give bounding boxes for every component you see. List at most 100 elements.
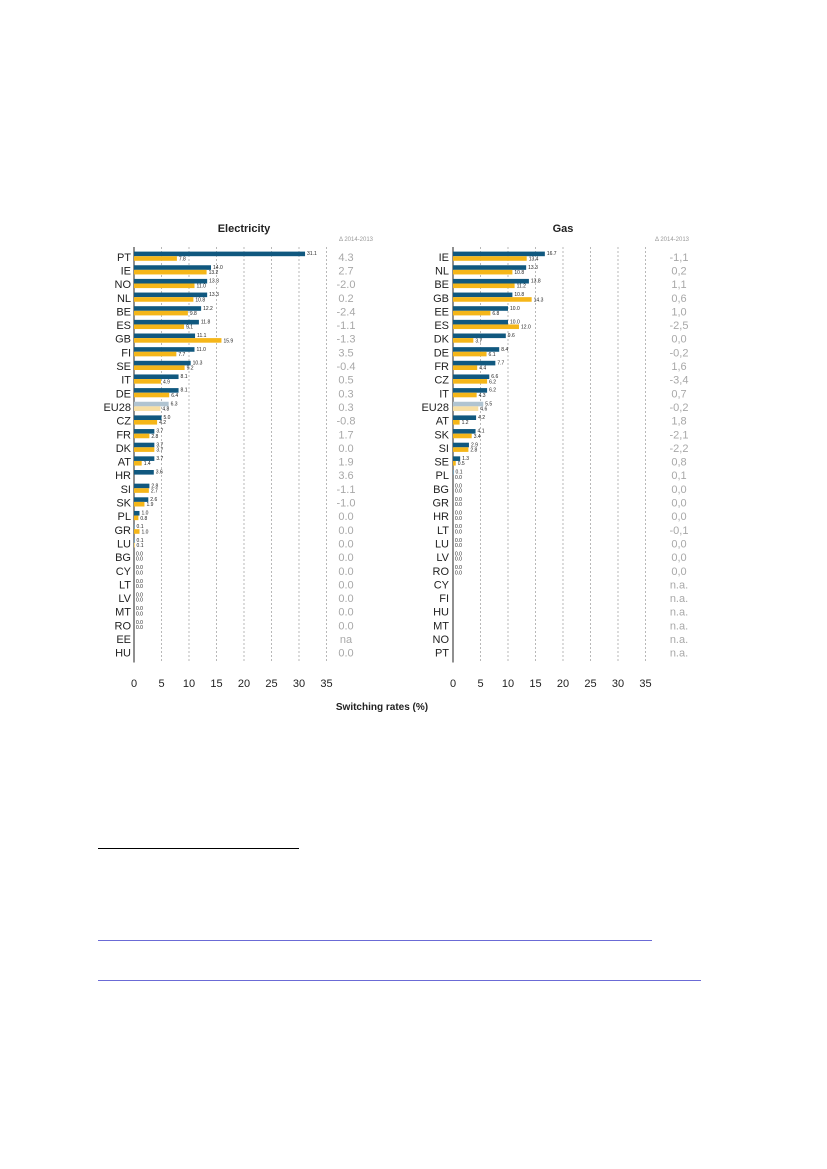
gas-x-tick-label: 10 bbox=[502, 678, 514, 690]
gas-delta-value: -3,4 bbox=[670, 375, 689, 387]
gas-data-label-2014: 10.8 bbox=[514, 292, 524, 298]
gas-country-label: EU28 bbox=[421, 402, 449, 414]
electricity-data-label-2014: 2.6 bbox=[150, 497, 157, 503]
electricity-bar-2013 bbox=[134, 310, 188, 316]
gas-delta-value: n.a. bbox=[670, 648, 688, 660]
electricity-data-label-2013: 15.9 bbox=[223, 338, 233, 344]
gas-x-tick-label: 35 bbox=[639, 678, 651, 690]
electricity-delta-value: 0.0 bbox=[338, 443, 353, 455]
gas-bar-2013 bbox=[453, 310, 491, 316]
footnote-link-2[interactable] bbox=[98, 980, 701, 981]
electricity-data-label-2013: 4.9 bbox=[163, 379, 170, 385]
electricity-data-label-2014: 0.0 bbox=[136, 592, 143, 598]
gas-x-tick-label: 20 bbox=[557, 678, 569, 690]
electricity-delta-value: 0.0 bbox=[338, 593, 353, 605]
gas-delta-value: 0,0 bbox=[671, 511, 686, 523]
electricity-data-label-2014: 3.7 bbox=[156, 456, 163, 462]
gas-data-label-2013: 14.3 bbox=[534, 297, 544, 303]
electricity-delta-value: 0.0 bbox=[338, 538, 353, 550]
gas-country-label: CY bbox=[434, 579, 450, 591]
electricity-data-label-2014: 5.0 bbox=[164, 415, 171, 421]
gas-country-label: DE bbox=[434, 347, 449, 359]
electricity-bar-2013 bbox=[134, 256, 177, 261]
gas-data-label-2014: 6.6 bbox=[491, 374, 498, 380]
electricity-bar-2013 bbox=[134, 542, 135, 548]
electricity-bar-2013 bbox=[134, 338, 222, 343]
electricity-bar-2014 bbox=[134, 360, 191, 366]
electricity-delta-value: 0.0 bbox=[338, 525, 353, 537]
gas-bar-2014 bbox=[453, 333, 506, 339]
gas-delta-value: -0,1 bbox=[670, 525, 689, 537]
footnote-link-1[interactable] bbox=[98, 940, 652, 941]
gas-data-label-2014: 0.0 bbox=[455, 538, 462, 544]
electricity-data-label-2013: 0.8 bbox=[140, 516, 147, 522]
electricity-delta-value: 0.0 bbox=[338, 566, 353, 578]
electricity-bar-2013 bbox=[134, 515, 139, 521]
electricity-delta-value: -2.4 bbox=[337, 306, 356, 318]
electricity-bar-2013 bbox=[134, 324, 185, 330]
gas-country-label: FR bbox=[434, 361, 449, 373]
electricity-bar-2013 bbox=[134, 420, 158, 425]
electricity-data-label-2013: 11.0 bbox=[197, 284, 207, 290]
gas-data-label-2014: 0.0 bbox=[455, 552, 462, 558]
gas-data-label-2013: 0.0 bbox=[455, 475, 462, 481]
gas-country-label: HR bbox=[433, 511, 449, 523]
gas-bar-2013 bbox=[453, 365, 478, 370]
electricity-bar-2013 bbox=[134, 297, 194, 302]
electricity-data-label-2013: 2.8 bbox=[151, 434, 158, 440]
electricity-country-label: IE bbox=[121, 265, 131, 277]
gas-bar-2014 bbox=[453, 415, 477, 420]
electricity-data-label-2014: 11.1 bbox=[197, 333, 207, 339]
electricity-delta-value: 1.7 bbox=[338, 429, 353, 441]
electricity-data-label-2014: 11.0 bbox=[197, 347, 207, 353]
electricity-delta-value: -1.1 bbox=[337, 320, 356, 332]
electricity-data-label-2014: 0.1 bbox=[137, 538, 144, 544]
gas-country-label: FI bbox=[439, 593, 449, 605]
x-axis-title: Switching rates (%) bbox=[336, 702, 428, 713]
electricity-x-tick-label: 0 bbox=[131, 678, 137, 690]
gas-country-label: DK bbox=[434, 334, 450, 346]
gas-bar-2014 bbox=[453, 456, 461, 461]
gas-bar-2013 bbox=[453, 433, 472, 439]
gas-bar-2014 bbox=[453, 429, 476, 434]
electricity-country-label: ES bbox=[116, 320, 131, 332]
electricity-bar-2013 bbox=[134, 269, 207, 275]
electricity-data-label-2014: 3.6 bbox=[156, 470, 163, 476]
electricity-bar-2013 bbox=[134, 488, 149, 493]
gas-data-label-2014: 2.9 bbox=[471, 442, 478, 448]
electricity-data-label-2013: 9.8 bbox=[190, 311, 197, 317]
gas-country-label: LU bbox=[435, 538, 449, 550]
gas-country-label: SI bbox=[439, 443, 449, 455]
gas-data-label-2014: 0.0 bbox=[455, 483, 462, 489]
electricity-data-label-2014: 11.8 bbox=[201, 319, 211, 325]
electricity-data-label-2014: 14.0 bbox=[213, 265, 223, 271]
gas-delta-value: -1,1 bbox=[670, 252, 689, 264]
electricity-bar-2014 bbox=[134, 429, 155, 434]
gas-country-label: BG bbox=[433, 484, 449, 496]
electricity-bar-2013 bbox=[134, 433, 150, 439]
electricity-country-label: IT bbox=[121, 375, 131, 387]
gas-x-tick-label: 5 bbox=[477, 678, 483, 690]
electricity-country-label: FR bbox=[116, 429, 131, 441]
electricity-data-label-2014: 2.8 bbox=[151, 483, 158, 489]
gas-bar-2014 bbox=[453, 374, 490, 380]
gas-bar-2014 bbox=[453, 401, 484, 407]
gas-country-label: NO bbox=[433, 634, 450, 646]
electricity-country-label: SI bbox=[121, 484, 131, 496]
electricity-data-label-2013: 10.8 bbox=[195, 297, 205, 303]
gas-data-label-2014: 5.5 bbox=[485, 401, 492, 407]
electricity-delta-value: 0.0 bbox=[338, 511, 353, 523]
gas-data-label-2013: 4.3 bbox=[479, 393, 486, 399]
electricity-country-label: HU bbox=[115, 648, 131, 660]
gas-delta-value: 0,0 bbox=[671, 334, 686, 346]
gas-data-label-2014: 1.3 bbox=[462, 456, 469, 462]
electricity-data-label-2013: 7.7 bbox=[178, 352, 185, 358]
gas-delta-value: -2,5 bbox=[670, 320, 689, 332]
gas-bar-2014 bbox=[453, 360, 496, 366]
electricity-panel-title: Electricity bbox=[218, 223, 271, 235]
electricity-data-label-2013: 1.4 bbox=[144, 461, 151, 467]
electricity-bar-2013 bbox=[134, 406, 161, 411]
electricity-country-label: GR bbox=[115, 525, 132, 537]
electricity-country-label: LU bbox=[117, 538, 131, 550]
gas-data-label-2013: 4.6 bbox=[480, 407, 487, 413]
